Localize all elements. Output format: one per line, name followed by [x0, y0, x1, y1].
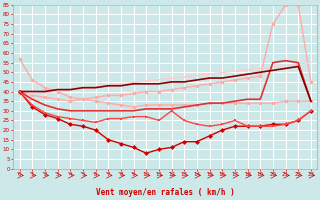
X-axis label: Vent moyen/en rafales ( km/h ): Vent moyen/en rafales ( km/h ) [96, 188, 235, 197]
